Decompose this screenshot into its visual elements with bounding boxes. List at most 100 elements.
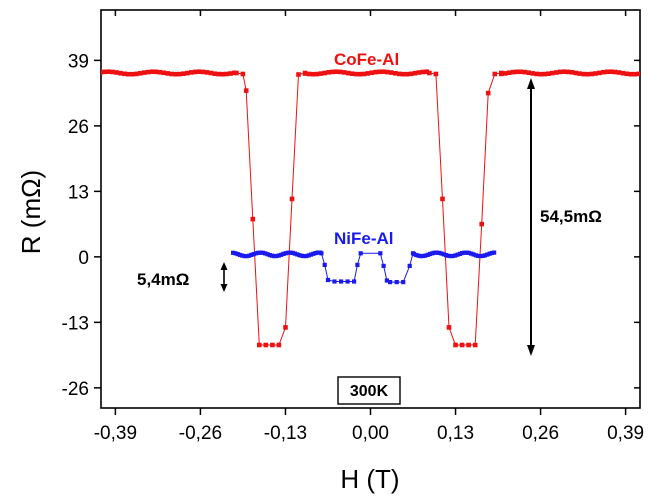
nife-delta-arrow: [220, 262, 228, 292]
data-point: [313, 251, 318, 256]
data-point: [636, 71, 640, 77]
data-point: [189, 70, 194, 75]
y-tick-label: 13: [68, 182, 89, 203]
data-point: [250, 216, 256, 222]
data-point: [306, 253, 311, 258]
data-point: [427, 70, 432, 76]
data-point: [466, 342, 471, 348]
data-point: [446, 325, 452, 330]
data-point: [130, 71, 135, 77]
data-point: [306, 71, 312, 77]
data-point: [279, 252, 284, 257]
data-point: [577, 71, 583, 76]
temperature-box: 300K: [337, 376, 401, 405]
data-point: [597, 70, 602, 76]
data-point: [200, 69, 206, 75]
data-point: [349, 71, 355, 76]
data-point: [283, 325, 288, 330]
data-point: [624, 71, 630, 77]
data-point: [302, 254, 307, 259]
data-point: [384, 278, 389, 283]
data-point: [357, 71, 363, 77]
data-point: [263, 342, 269, 348]
data-point: [346, 70, 351, 76]
data-point: [408, 71, 414, 77]
x-tick-labels: -0,39 -0,26 -0,13 0,00 0,13 0,26 0,39: [94, 423, 644, 444]
data-point: [296, 72, 301, 77]
data-point: [318, 71, 324, 76]
data-point: [332, 279, 337, 284]
data-point: [632, 71, 638, 77]
data-point: [546, 71, 551, 76]
y-tick-label: 26: [68, 117, 89, 138]
data-point: [487, 251, 492, 256]
data-point: [257, 342, 262, 348]
data-point: [326, 70, 331, 75]
data-point: [286, 250, 291, 255]
data-point: [427, 251, 433, 257]
data-point: [234, 70, 239, 76]
data-point: [276, 342, 282, 348]
data-point: [220, 71, 225, 77]
data-point: [224, 71, 229, 77]
data-point: [589, 71, 594, 77]
data-point: [455, 252, 460, 257]
data-point: [407, 263, 412, 268]
data-point: [378, 251, 383, 256]
x-tick-label: -0,13: [264, 423, 307, 444]
data-point: [365, 71, 371, 76]
data-point: [412, 70, 418, 76]
data-point: [518, 69, 524, 75]
data-point: [325, 277, 331, 283]
data-point: [339, 279, 344, 284]
data-point: [353, 71, 359, 77]
data-point: [393, 71, 398, 76]
data-point: [244, 254, 249, 259]
data-point: [503, 71, 508, 76]
y-tick-labels: 39 26 13 0 -13 -26: [62, 51, 89, 399]
data-point: [434, 250, 439, 255]
data-point: [237, 252, 243, 257]
data-point: [492, 250, 497, 255]
data-point: [157, 69, 163, 75]
x-tick-label: 0,39: [607, 423, 644, 444]
data-point: [440, 196, 445, 202]
data-point: [322, 70, 327, 76]
data-point: [499, 71, 504, 77]
data-point: [369, 70, 375, 75]
data-point: [437, 250, 442, 255]
data-point: [492, 71, 498, 77]
data-point: [106, 69, 112, 74]
data-point: [169, 71, 174, 77]
data-point: [616, 70, 622, 75]
data-point: [276, 253, 281, 258]
data-point: [233, 251, 238, 256]
data-point: [253, 251, 259, 256]
data-point: [292, 251, 297, 256]
data-point: [216, 71, 221, 77]
data-point: [561, 69, 567, 74]
data-point: [411, 252, 417, 257]
x-axis-title: H (T): [340, 464, 399, 494]
data-point: [457, 251, 462, 256]
data-point: [242, 254, 247, 259]
x-tick-label: -0,26: [179, 423, 222, 444]
data-point: [628, 71, 634, 77]
data-point: [476, 253, 481, 258]
data-point: [526, 70, 532, 75]
data-point: [472, 342, 478, 348]
data-point: [432, 250, 437, 255]
data-point: [448, 254, 453, 259]
data-point: [102, 69, 108, 75]
data-point: [464, 250, 469, 255]
data-point: [302, 71, 308, 76]
x-tick-label: 0,13: [437, 423, 474, 444]
data-point: [185, 70, 190, 76]
data-point: [473, 253, 478, 258]
data-point: [263, 251, 268, 256]
data-point: [177, 71, 182, 77]
data-point: [471, 252, 476, 257]
series-label-cofe-al: CoFe-Al: [334, 50, 399, 69]
data-point: [270, 342, 275, 348]
